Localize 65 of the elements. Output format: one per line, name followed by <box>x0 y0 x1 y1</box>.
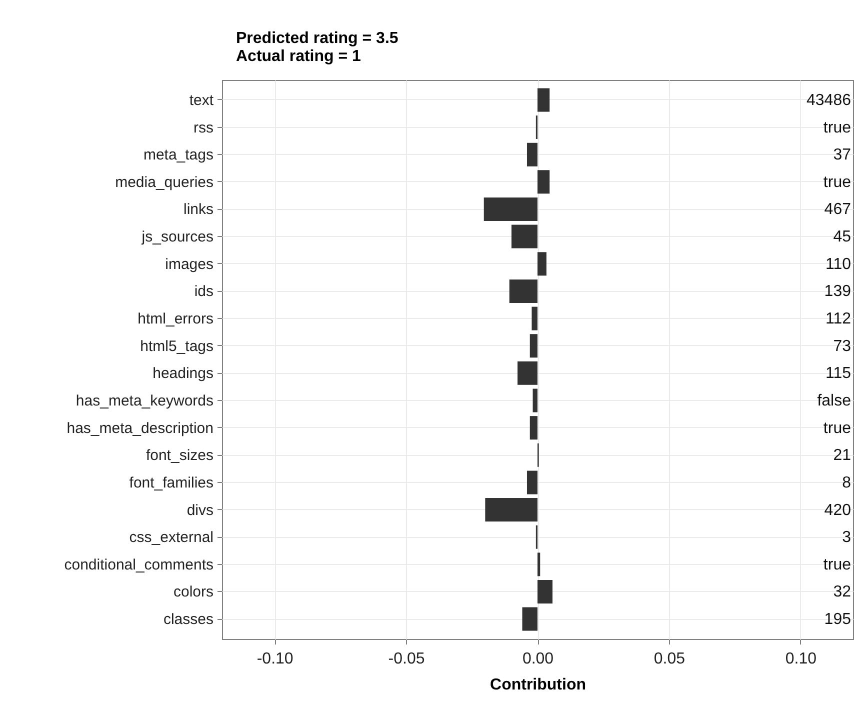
y-tick-label: conditional_comments <box>64 556 214 574</box>
annotation: true <box>823 174 852 191</box>
bar <box>484 197 538 221</box>
y-tick-label: divs <box>186 502 214 519</box>
annotation: true <box>823 556 852 574</box>
annotation: false <box>817 392 852 410</box>
y-tick-label: rss <box>194 119 214 136</box>
bar <box>538 170 550 194</box>
bar <box>532 306 538 330</box>
y-tick-label: font_sizes <box>146 447 214 464</box>
y-tick-label: media_queries <box>115 174 214 191</box>
annotation: 32 <box>833 584 852 601</box>
bar <box>538 552 540 576</box>
bar <box>530 334 538 358</box>
annotation: 43486 <box>806 92 852 109</box>
y-tick-label: has_meta_keywords <box>76 392 214 410</box>
annotation: 467 <box>824 201 852 218</box>
bar <box>511 224 538 248</box>
y-tick-label: js_sources <box>140 228 214 246</box>
y-tick-label: font_families <box>129 474 214 492</box>
y-tick-label: meta_tags <box>143 146 214 164</box>
annotation: 112 <box>825 310 852 328</box>
bar <box>526 142 538 166</box>
bar <box>538 252 546 276</box>
annotation: 3 <box>842 529 852 546</box>
bar <box>518 361 538 385</box>
y-tick-label: headings <box>152 365 214 382</box>
annotation: 45 <box>833 228 852 246</box>
bar <box>509 279 538 303</box>
bar <box>538 88 550 112</box>
annotation: 115 <box>825 365 852 382</box>
bar <box>530 416 538 440</box>
x-tick-label: 0.05 <box>654 650 686 668</box>
y-tick-label: html5_tags <box>140 338 214 355</box>
chart-subtitle: Actual rating = 1 <box>236 48 362 65</box>
annotation: 73 <box>833 338 852 355</box>
y-tick-label: images <box>165 256 214 273</box>
x-tick-label: -0.10 <box>256 650 294 668</box>
bar <box>522 607 538 631</box>
y-tick-label: text <box>189 92 214 109</box>
annotation: 37 <box>833 146 852 164</box>
bar <box>485 498 538 522</box>
annotation: 420 <box>824 502 852 519</box>
annotation: 8 <box>842 474 852 492</box>
bar <box>538 580 552 604</box>
y-tick-label: html_errors <box>138 310 214 328</box>
y-tick-label: colors <box>173 584 214 601</box>
x-tick-label: -0.05 <box>388 650 425 668</box>
y-tick-label: has_meta_description <box>66 420 214 437</box>
x-tick-label: 0.00 <box>522 650 554 668</box>
y-tick-label: classes <box>163 611 214 628</box>
annotation: 110 <box>825 256 852 273</box>
x-axis-title: Contribution <box>490 676 586 694</box>
annotation: true <box>823 420 852 437</box>
y-tick-label: links <box>183 201 214 218</box>
annotation: 21 <box>833 447 852 464</box>
chart-title: Predicted rating = 3.5 <box>236 30 398 47</box>
bar <box>526 470 538 494</box>
annotation: 139 <box>824 283 852 300</box>
y-tick-label: ids <box>194 283 214 300</box>
annotation: true <box>823 119 852 136</box>
x-tick-label: 0.10 <box>785 650 817 668</box>
annotation: 195 <box>824 611 852 628</box>
y-tick-label: css_external <box>129 529 214 546</box>
bar <box>532 388 538 412</box>
